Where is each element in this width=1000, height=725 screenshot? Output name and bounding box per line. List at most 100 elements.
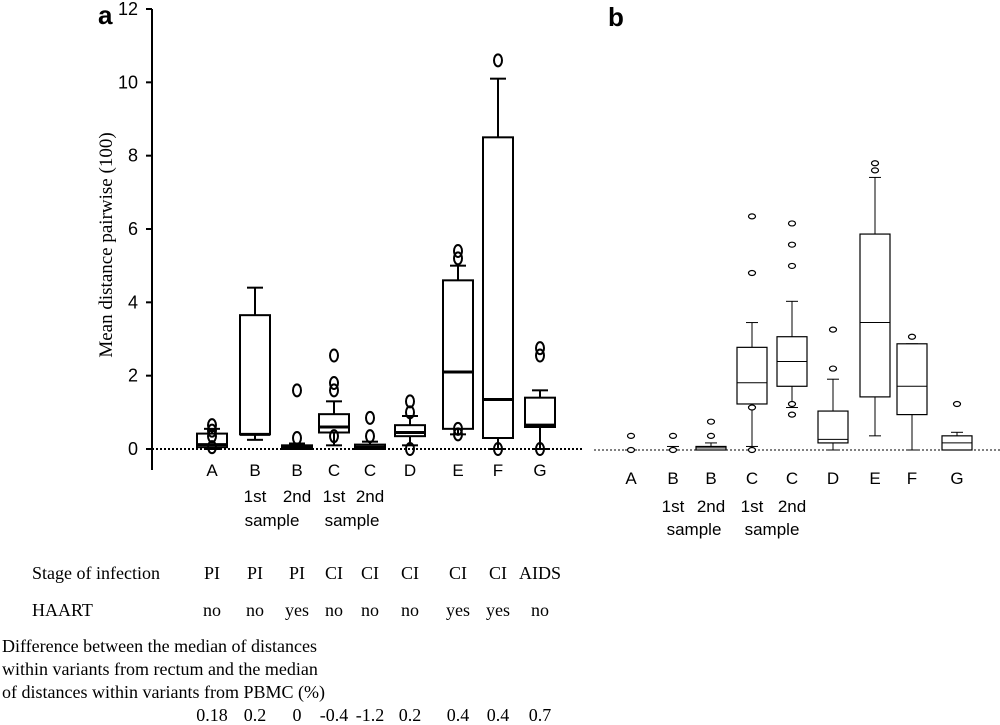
box-iqr [524, 396, 556, 428]
haart-value: yes [486, 600, 510, 620]
outlier-point [453, 427, 463, 442]
outlier-point [329, 348, 339, 363]
stage-value: PI [289, 563, 305, 583]
outlier-point [207, 418, 217, 433]
outlier-point [292, 383, 302, 398]
x-tick-label: A [206, 461, 218, 480]
haart-value: no [246, 600, 264, 620]
outlier-point [365, 429, 375, 444]
outlier-point [207, 423, 217, 438]
haart-value: no [531, 600, 549, 620]
box-d [394, 394, 426, 456]
sublabel-first-2: 1st [323, 487, 346, 506]
outlier-point [453, 244, 463, 258]
box-c [354, 410, 386, 451]
y-tick-label: 2 [128, 366, 138, 386]
outlier-point [668, 446, 678, 454]
stage-value: AIDS [519, 563, 561, 583]
box-c [736, 213, 768, 454]
x-tick-label: C [746, 469, 758, 488]
outlier-point [907, 333, 917, 340]
stage-value: CI [401, 563, 419, 583]
outlier-point [493, 442, 503, 456]
box-e [442, 244, 474, 442]
box-b [695, 418, 727, 451]
outlier-point [329, 383, 339, 398]
box-g [524, 341, 556, 456]
outlier-point [329, 429, 339, 444]
outlier-point [828, 326, 838, 333]
stage-value: CI [361, 563, 379, 583]
haart-row-label: HAART [32, 600, 93, 620]
stage-row-label: Stage of infection [32, 563, 160, 583]
outlier-point [787, 262, 797, 270]
outlier-point [365, 410, 375, 425]
x-tick-label: D [827, 469, 839, 488]
box-c [776, 220, 808, 418]
outlier-point [453, 251, 463, 266]
difference-value: 0.4 [487, 705, 510, 725]
x-tick-label: D [404, 461, 416, 480]
outlier-point [535, 348, 545, 363]
difference-label-line: of distances within variants from PBMC (… [2, 682, 325, 703]
outlier-point [870, 167, 880, 174]
panel-a-plot: 0 2 4 6 8 10 12 A B B C C D E F G 1st sample 2nd 1st sample 2… [118, 0, 582, 530]
y-tick-label: 10 [118, 72, 138, 92]
box-c [318, 348, 350, 447]
y-tick-label: 6 [128, 219, 138, 239]
sublabel-second-1: 2nd [283, 487, 311, 506]
outlier-point [787, 241, 797, 248]
stage-value: PI [204, 563, 220, 583]
x-tick-label: B [667, 469, 678, 488]
difference-value: 0.2 [244, 705, 267, 725]
panel-label-a: a [98, 0, 113, 30]
outlier-point [787, 411, 797, 418]
outlier-point [405, 394, 415, 409]
haart-value: no [203, 600, 221, 620]
outlier-point [493, 53, 503, 68]
outlier-point [626, 432, 636, 439]
outlier-point [535, 442, 545, 456]
x-tick-label: B [291, 461, 302, 480]
box-iqr [394, 424, 426, 438]
x-tick-label: A [625, 469, 637, 488]
x-tick-label: G [533, 461, 546, 480]
y-tick-label: 12 [118, 0, 138, 19]
x-tick-label: E [869, 469, 880, 488]
box-iqr [442, 279, 474, 430]
haart-value: yes [446, 600, 470, 620]
sublabel-second-1: 2nd [697, 497, 725, 516]
outlier-point [787, 400, 797, 408]
difference-value: 0.18 [196, 705, 228, 725]
outlier-point [952, 400, 962, 408]
box-iqr [859, 233, 891, 398]
outlier-point [787, 220, 797, 227]
y-axis-label: Mean distance pairwise (100) [96, 132, 117, 357]
sublabel-sample-2: sample [745, 520, 800, 539]
box-e [859, 160, 891, 437]
outlier-point [870, 160, 880, 167]
box-iqr [817, 410, 849, 444]
y-tick-label: 4 [128, 292, 138, 312]
box-g [941, 400, 973, 451]
stage-value: CI [489, 563, 507, 583]
outlier-point [747, 446, 757, 454]
panel-label-b: b [608, 2, 624, 32]
sublabel-first-1: 1st [244, 487, 267, 506]
sublabel-second-2: 2nd [356, 487, 384, 506]
x-tick-label: F [493, 461, 503, 480]
x-tick-label: B [249, 461, 260, 480]
sublabel-first-1: 1st [662, 497, 685, 516]
outlier-point [292, 431, 302, 445]
y-tick-label: 8 [128, 146, 138, 166]
box-iqr [239, 314, 271, 436]
outlier-point [828, 365, 838, 372]
difference-value: 0 [293, 705, 302, 725]
outlier-point [626, 446, 636, 454]
outlier-point [329, 376, 339, 390]
outlier-point [706, 418, 716, 425]
difference-value: 0.7 [529, 705, 552, 725]
y-tick-label: 0 [128, 439, 138, 459]
box-a [196, 418, 228, 455]
